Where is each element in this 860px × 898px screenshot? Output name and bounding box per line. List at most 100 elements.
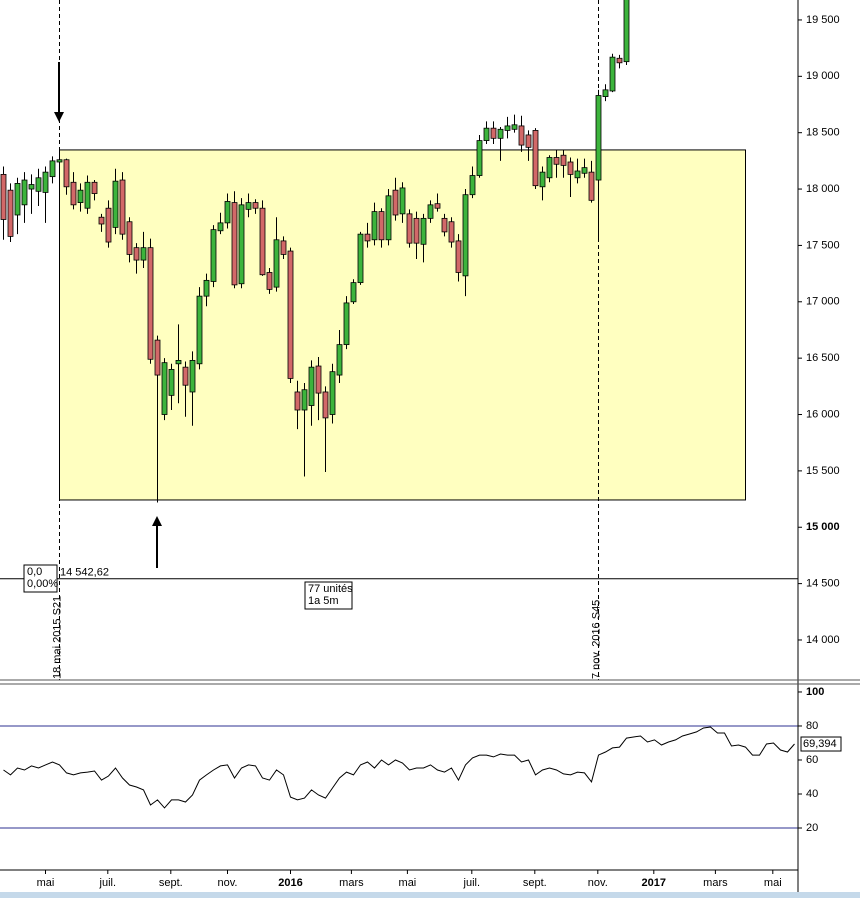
x-tick-label: juil. bbox=[99, 877, 117, 889]
rsi-plot bbox=[0, 725, 798, 829]
candle-body bbox=[77, 189, 84, 203]
candle-body bbox=[252, 202, 259, 209]
candle-body bbox=[399, 187, 406, 215]
marker-label: 18 mai 2015 S21 bbox=[51, 596, 63, 679]
candle-body bbox=[280, 240, 287, 255]
candle-body bbox=[91, 181, 98, 194]
candle-body bbox=[371, 211, 378, 241]
candle-body bbox=[147, 247, 154, 360]
candle-body bbox=[203, 279, 210, 297]
candle-body bbox=[70, 181, 77, 206]
scrollbar bbox=[0, 892, 860, 898]
candle-body bbox=[364, 233, 371, 242]
candle-body bbox=[553, 157, 560, 165]
y-tick-label: 17 500 bbox=[806, 239, 840, 251]
y-tick-label: 60 bbox=[806, 754, 818, 766]
candle-body bbox=[441, 217, 448, 233]
y-tick-label: 15 000 bbox=[806, 521, 840, 533]
candle-body bbox=[231, 202, 238, 286]
candle-body bbox=[273, 239, 280, 288]
candle-body bbox=[154, 339, 161, 376]
y-tick-label: 20 bbox=[806, 822, 818, 834]
candle-body bbox=[539, 171, 546, 188]
span-box bbox=[304, 581, 353, 610]
candle-body bbox=[98, 216, 105, 225]
candle-body bbox=[266, 272, 273, 290]
candle-body bbox=[462, 194, 469, 277]
candle-body bbox=[35, 177, 42, 192]
candle-body bbox=[301, 389, 308, 411]
x-tick-label: mai bbox=[37, 877, 55, 889]
candle-body bbox=[595, 95, 602, 181]
candle-body bbox=[182, 366, 189, 386]
candle-body bbox=[217, 222, 224, 232]
candle-body bbox=[287, 250, 294, 379]
candle-body bbox=[518, 125, 525, 146]
candle-body bbox=[343, 302, 350, 346]
candle-body bbox=[49, 160, 56, 178]
candle-body bbox=[448, 221, 455, 243]
candle-body bbox=[616, 57, 623, 64]
last-value-label: 69,394 bbox=[803, 738, 837, 750]
candle-body bbox=[140, 247, 147, 261]
counter-box-text: 0,0 bbox=[27, 566, 42, 578]
x-tick-label: nov. bbox=[588, 877, 608, 889]
marker-label: 7 nov. 2016 S45 bbox=[590, 600, 602, 679]
candle-body bbox=[567, 161, 574, 175]
candle-body bbox=[84, 181, 91, 209]
candle-body bbox=[574, 170, 581, 179]
candle-body bbox=[434, 203, 441, 209]
candle-body bbox=[189, 360, 196, 393]
candle-body bbox=[63, 159, 70, 188]
candle-body bbox=[525, 134, 532, 148]
last-value-box bbox=[800, 736, 842, 752]
candle-body bbox=[427, 204, 434, 219]
candle-body bbox=[42, 171, 49, 193]
candle-body bbox=[21, 179, 28, 206]
candle-body bbox=[56, 159, 63, 163]
x-tick-label: sept. bbox=[523, 877, 547, 889]
level-label: 14 542,62 bbox=[60, 567, 109, 579]
candle-body bbox=[238, 204, 245, 285]
candle-body bbox=[546, 157, 553, 179]
x-tick-label: 2016 bbox=[278, 877, 302, 889]
arrow-down bbox=[54, 62, 64, 122]
candle-body bbox=[336, 344, 343, 376]
y-tick-label: 16 000 bbox=[806, 408, 840, 420]
candle-body bbox=[119, 179, 126, 235]
candle-body bbox=[560, 154, 567, 166]
candle-body bbox=[455, 240, 462, 273]
x-tick-label: sept. bbox=[159, 877, 183, 889]
candle-body bbox=[476, 140, 483, 176]
candle-body bbox=[329, 371, 336, 415]
candle-body bbox=[315, 365, 322, 394]
candle-body bbox=[511, 124, 518, 130]
span-box-text: 1a 5m bbox=[308, 595, 339, 607]
candle-body bbox=[210, 229, 217, 282]
candle-body bbox=[7, 189, 14, 237]
candle-body bbox=[350, 282, 357, 303]
candle-body bbox=[14, 183, 21, 216]
y-tick-label: 100 bbox=[806, 686, 824, 698]
candle-body bbox=[392, 189, 399, 216]
candle-body bbox=[497, 128, 504, 139]
candle-body bbox=[357, 233, 364, 284]
x-tick-label: juil. bbox=[463, 877, 481, 889]
y-tick-label: 18 500 bbox=[806, 127, 840, 139]
price-plot bbox=[0, 0, 798, 680]
y-tick-label: 18 000 bbox=[806, 183, 840, 195]
candle-body bbox=[161, 362, 168, 415]
arrow-up bbox=[152, 516, 162, 568]
candle-body bbox=[196, 295, 203, 365]
candle-body bbox=[133, 247, 140, 261]
candle-body bbox=[406, 213, 413, 244]
candle-body bbox=[532, 130, 539, 187]
candle-body bbox=[504, 125, 511, 131]
candle-body bbox=[413, 217, 420, 244]
candle-body bbox=[259, 207, 266, 276]
candle-body bbox=[623, 0, 630, 63]
y-tick-label: 19 000 bbox=[806, 70, 840, 82]
candle-body bbox=[112, 180, 119, 228]
candle-body bbox=[245, 202, 252, 210]
candle-body bbox=[469, 175, 476, 196]
